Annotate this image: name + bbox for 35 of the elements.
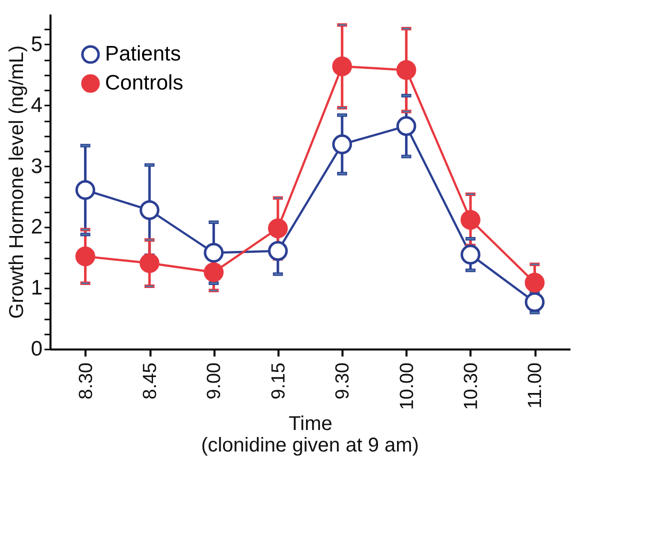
- point: [75, 180, 96, 200]
- x-tick-label: 9.30: [332, 362, 354, 400]
- point: [75, 246, 96, 266]
- legend-label: Patients: [105, 42, 181, 66]
- point: [460, 244, 480, 264]
- y-tick-label: 2: [30, 216, 42, 239]
- point: [140, 253, 160, 274]
- point: [396, 60, 416, 80]
- point: [204, 242, 224, 263]
- y-tick-label: 0: [30, 338, 42, 360]
- y-tick-label: 4: [30, 94, 43, 117]
- point: [524, 292, 545, 312]
- x-tick-label: 9.15: [268, 362, 290, 400]
- point: [140, 200, 160, 220]
- point: [332, 56, 352, 76]
- point: [460, 210, 480, 230]
- legend-label: Controls: [105, 72, 184, 94]
- y-tick-label: 3: [30, 154, 42, 178]
- x-tick-label: 8.45: [140, 362, 162, 400]
- y-tick-label: 1: [30, 276, 42, 300]
- x-tick-label: 10.30: [460, 362, 482, 410]
- x-tick-label: 11.00: [525, 362, 546, 409]
- x-tick-label: 10.00: [396, 362, 418, 410]
- y-axis-title: Growth Hormone level (ng/mL): [6, 45, 28, 319]
- point: [268, 218, 288, 238]
- point: [396, 116, 416, 136]
- text: (clonidine given at 9 am): [201, 434, 419, 457]
- point: [524, 272, 545, 292]
- point: [204, 262, 224, 282]
- y-tick-label: 5: [30, 32, 42, 56]
- point: [268, 241, 288, 261]
- x-axis-title: Time: [288, 413, 332, 436]
- point: [332, 134, 352, 154]
- x-tick-label: 8.30: [76, 362, 97, 400]
- x-tick-label: 9.00: [204, 362, 226, 400]
